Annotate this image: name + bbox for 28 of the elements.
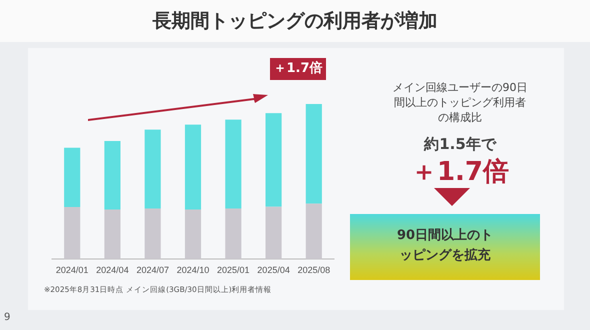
text: ＋1.7倍 (270, 58, 326, 80)
bar (104, 210, 120, 260)
bar (144, 130, 161, 208)
bar (266, 206, 282, 260)
bar (225, 120, 242, 208)
bar (144, 208, 161, 260)
bar (306, 104, 322, 204)
chart-title: 長期間トッピングの利用者が増加 (0, 0, 590, 42)
text: 9 (4, 312, 10, 323)
bar (104, 140, 120, 210)
bar (64, 207, 80, 260)
x-tick-label: 2024/04 (96, 265, 129, 276)
x-tick-label: 2025/01 (217, 265, 250, 276)
x-tick-label: 2024/01 (56, 265, 88, 276)
x-tick-label: 2024/10 (176, 265, 210, 276)
bar (266, 113, 282, 207)
bar (64, 148, 80, 208)
bar (306, 204, 322, 260)
text: 約1.5年で (422, 135, 498, 154)
bar (184, 210, 202, 260)
bar (225, 208, 242, 260)
x-tick-label: 2024/07 (136, 265, 169, 276)
bar (184, 124, 202, 210)
text: 90日間以上のトッピングを拡充 (350, 214, 540, 280)
x-tick-label: 2025/04 (257, 265, 290, 276)
x-tick-label: 2025/08 (298, 265, 330, 276)
text: ＋1.7倍 (410, 156, 510, 189)
text: メイン回線ユーザーの90日間以上のトッピング利用者の構成比 (392, 80, 528, 125)
